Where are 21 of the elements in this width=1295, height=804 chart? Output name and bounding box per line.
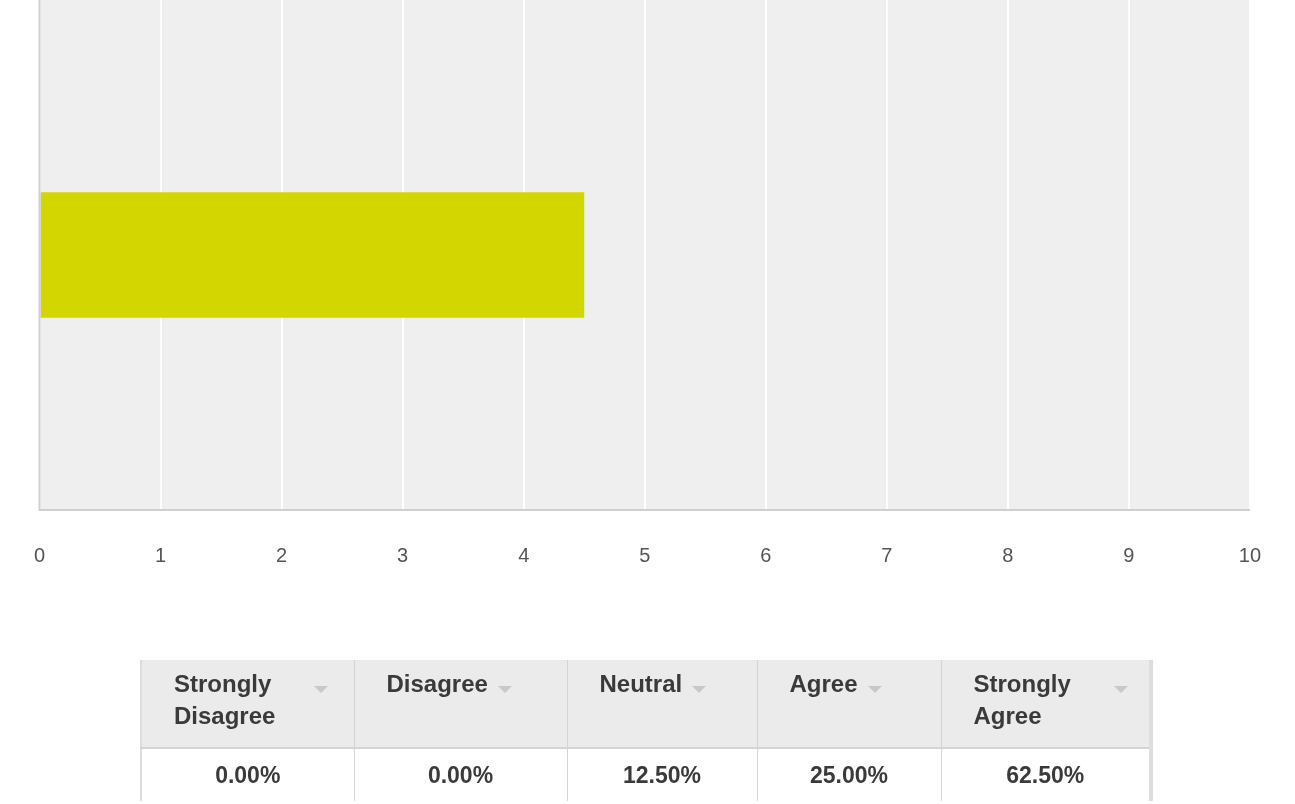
x-tick-label: 1 (155, 543, 167, 566)
text: 25.00% (809, 761, 888, 788)
x-tick-label: 6 (760, 543, 772, 566)
x-tick-label: 3 (397, 543, 409, 566)
category-label: Neutral (599, 669, 683, 699)
x-tick-label: 5 (639, 543, 651, 566)
x-tick-label: 4 (518, 543, 530, 566)
category-label: Disagree (386, 669, 488, 699)
text: 0.00% (215, 761, 281, 788)
text: 0.00% (427, 761, 494, 788)
category-label: Strongly Disagree (174, 669, 277, 731)
category-label: Strongly Agree (973, 669, 1072, 731)
x-tick-label: 7 (881, 543, 893, 566)
category-label: Agree (789, 669, 858, 699)
x-tick-label: 0 (34, 543, 46, 566)
x-tick-label: 9 (1123, 543, 1135, 566)
x-tick-label: 8 (1002, 543, 1014, 566)
x-tick-label: 10 (1238, 543, 1261, 566)
text: 12.50% (622, 761, 701, 788)
text: 62.50% (1006, 761, 1085, 788)
x-tick-label: 2 (276, 543, 288, 566)
